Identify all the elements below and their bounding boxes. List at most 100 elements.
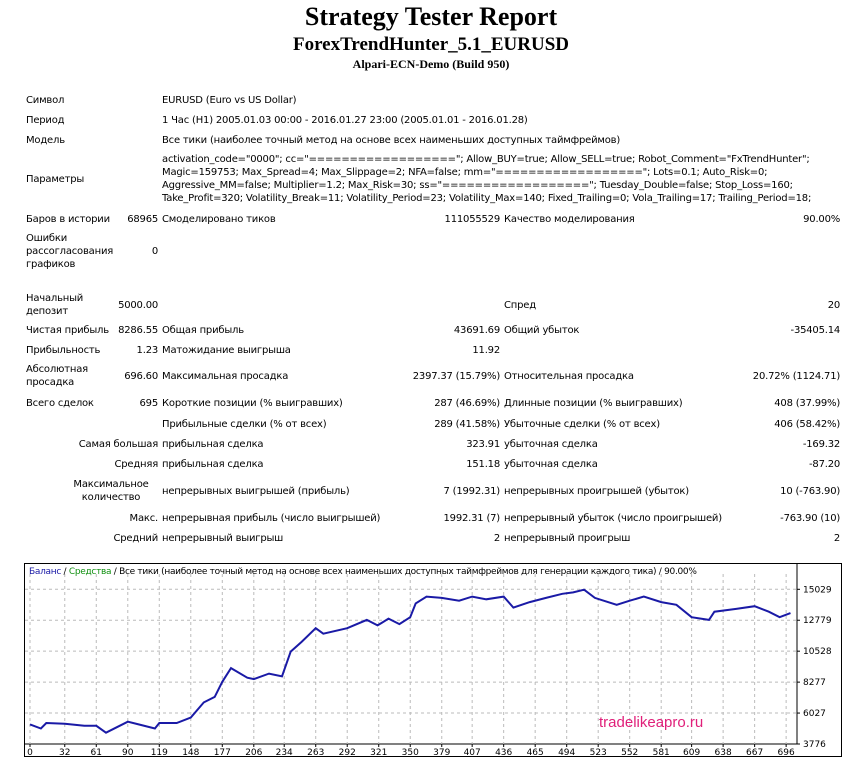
value: 406 (58.42%) <box>774 418 841 430</box>
label: Спред <box>504 299 536 311</box>
balance-chart: 0 32 61 90 119 148 177 206 234 263 292 321 350 379 407… <box>24 563 842 758</box>
y-tick-label: 6027 <box>803 709 826 719</box>
report-table: Символ EURUSD (Euro vs US Dollar) Период 1… <box>24 90 842 548</box>
label: Длинные позиции (% выигравших) <box>504 397 683 409</box>
row-max-count: Максимальное количество непрерывных выигр… <box>24 474 842 508</box>
x-tick-label: 465 <box>527 748 544 756</box>
y-tick-label: 12779 <box>803 616 832 626</box>
value: 289 (41.58%) <box>434 418 501 430</box>
row-max-sum: Макс. непрерывная прибыль (число выигрыше… <box>24 508 842 528</box>
value: EURUSD (Euro vs US Dollar) <box>162 94 297 106</box>
x-tick-label: 494 <box>558 748 575 756</box>
legend-description: / Все тики (наиболее точный метод на осн… <box>111 567 697 577</box>
balance-line <box>29 588 791 734</box>
legend-equity: Средства <box>68 567 112 577</box>
x-tick-label: 292 <box>339 748 356 756</box>
row-net: Чистая прибыль 8286.55 Общая прибыль 43691.… <box>24 320 842 340</box>
row-average: Средняя прибыльная сделка 151.18 убыточная … <box>24 454 842 474</box>
label: Общая прибыль <box>162 324 244 336</box>
value: 5000.00 <box>118 299 159 311</box>
y-tick-label: 3776 <box>803 740 826 750</box>
label: непрерывный выигрыш <box>162 532 284 544</box>
y-tick-label: 8277 <box>803 678 826 688</box>
y-tick-label: 15029 <box>803 585 832 595</box>
label: Баров в истории <box>26 213 110 225</box>
x-tick-label: 379 <box>433 748 450 756</box>
x-tick-label: 61 <box>91 748 102 756</box>
x-tick-label: 119 <box>151 748 168 756</box>
x-tick-label: 350 <box>402 748 419 756</box>
params-line: Take_Profit=320; Volatility_Break=11; Vo… <box>162 193 812 204</box>
label: Параметры <box>26 173 85 185</box>
value: Все тики (наиболее точный метод на основ… <box>162 134 621 146</box>
label: Максимальная просадка <box>162 370 289 382</box>
label: непрерывный проигрыш <box>504 532 631 544</box>
label: Абсолютная просадка <box>26 364 88 388</box>
x-tick-label: 581 <box>653 748 670 756</box>
label: Ошибки рассогласования графиков <box>26 232 114 270</box>
chart-legend: Баланс / Средства / Все тики (наиболее т… <box>29 567 697 577</box>
label: непрерывная прибыль (число выигрышей) <box>162 512 381 524</box>
row-deposit: Начальный депозит 5000.00 Спред 20 <box>24 290 842 320</box>
x-tick-label: 321 <box>370 748 387 756</box>
label: непрерывных проигрышей (убыток) <box>504 485 689 497</box>
label: убыточная сделка <box>504 458 598 470</box>
label: прибыльная сделка <box>162 438 264 450</box>
legend-sep: / <box>61 567 69 577</box>
x-tick-label: 0 <box>27 748 33 756</box>
label: Прибыльность <box>26 344 101 356</box>
x-tick-label: 263 <box>307 748 324 756</box>
value: 20.72% (1124.71) <box>752 370 841 382</box>
label: Символ <box>26 94 65 106</box>
x-tick-label: 206 <box>245 748 262 756</box>
value: -87.20 <box>809 458 841 470</box>
label: Прибыльные сделки (% от всех) <box>162 418 327 430</box>
row-pf: Прибыльность 1.23 Матожидание выигрыша 11.9… <box>24 340 842 360</box>
x-tick-label: 90 <box>122 748 134 756</box>
value: 10 (-763.90) <box>780 485 841 497</box>
x-tick-label: 177 <box>214 748 231 756</box>
value: 408 (37.99%) <box>774 397 841 409</box>
label: Относительная просадка <box>504 370 634 382</box>
value: 43691.69 <box>453 324 501 336</box>
params-value: activation_code="0000"; cc="============… <box>160 150 842 208</box>
label: Максимальное количество <box>73 479 149 503</box>
value: 20 <box>827 299 841 311</box>
row-model: Модель Все тики (наиболее точный метод на… <box>24 130 842 150</box>
label: Качество моделирования <box>504 213 635 225</box>
x-tick-label: 523 <box>590 748 607 756</box>
label: прибыльная сделка <box>162 458 264 470</box>
value: 2 <box>833 532 841 544</box>
label: Модель <box>26 134 65 146</box>
label: Всего сделок <box>26 397 94 409</box>
value: 0 <box>151 245 159 257</box>
value: 696.60 <box>124 370 159 382</box>
value: 68965 <box>127 213 159 225</box>
value: 11.92 <box>472 344 501 356</box>
value: 1992.31 (7) <box>443 512 501 524</box>
label: Чистая прибыль <box>26 324 109 336</box>
value: -169.32 <box>802 438 841 450</box>
label: Средняя <box>114 458 159 470</box>
value: 7 (1992.31) <box>443 485 501 497</box>
value: 111055529 <box>444 213 501 225</box>
expert-name: ForexTrendHunter_5.1_EURUSD <box>292 34 570 55</box>
label: убыточная сделка <box>504 438 598 450</box>
x-tick-label: 696 <box>778 748 795 756</box>
value: 2 <box>493 532 501 544</box>
label: Убыточные сделки (% от всех) <box>504 418 660 430</box>
params-line: Magic=159753; Max_Spread=4; Max_Slippage… <box>162 167 768 178</box>
x-tick-label: 32 <box>59 748 70 756</box>
value: 1.23 <box>136 344 159 356</box>
row-errors: Ошибки рассогласования графиков 0 <box>24 230 842 272</box>
watermark: tradelikeapro.ru <box>599 714 704 731</box>
label: Период <box>26 114 65 126</box>
row-largest: Самая большая прибыльная сделка 323.91 убыт… <box>24 434 842 454</box>
x-tick-label: 436 <box>495 748 512 756</box>
value: -35405.14 <box>790 324 841 336</box>
value: 287 (46.69%) <box>434 397 501 409</box>
label: Смоделировано тиков <box>162 213 276 225</box>
label: Матожидание выигрыша <box>162 344 291 356</box>
row-drawdown: Абсолютная просадка 696.60 Максимальная пр… <box>24 360 842 392</box>
x-tick-label: 552 <box>621 748 638 756</box>
